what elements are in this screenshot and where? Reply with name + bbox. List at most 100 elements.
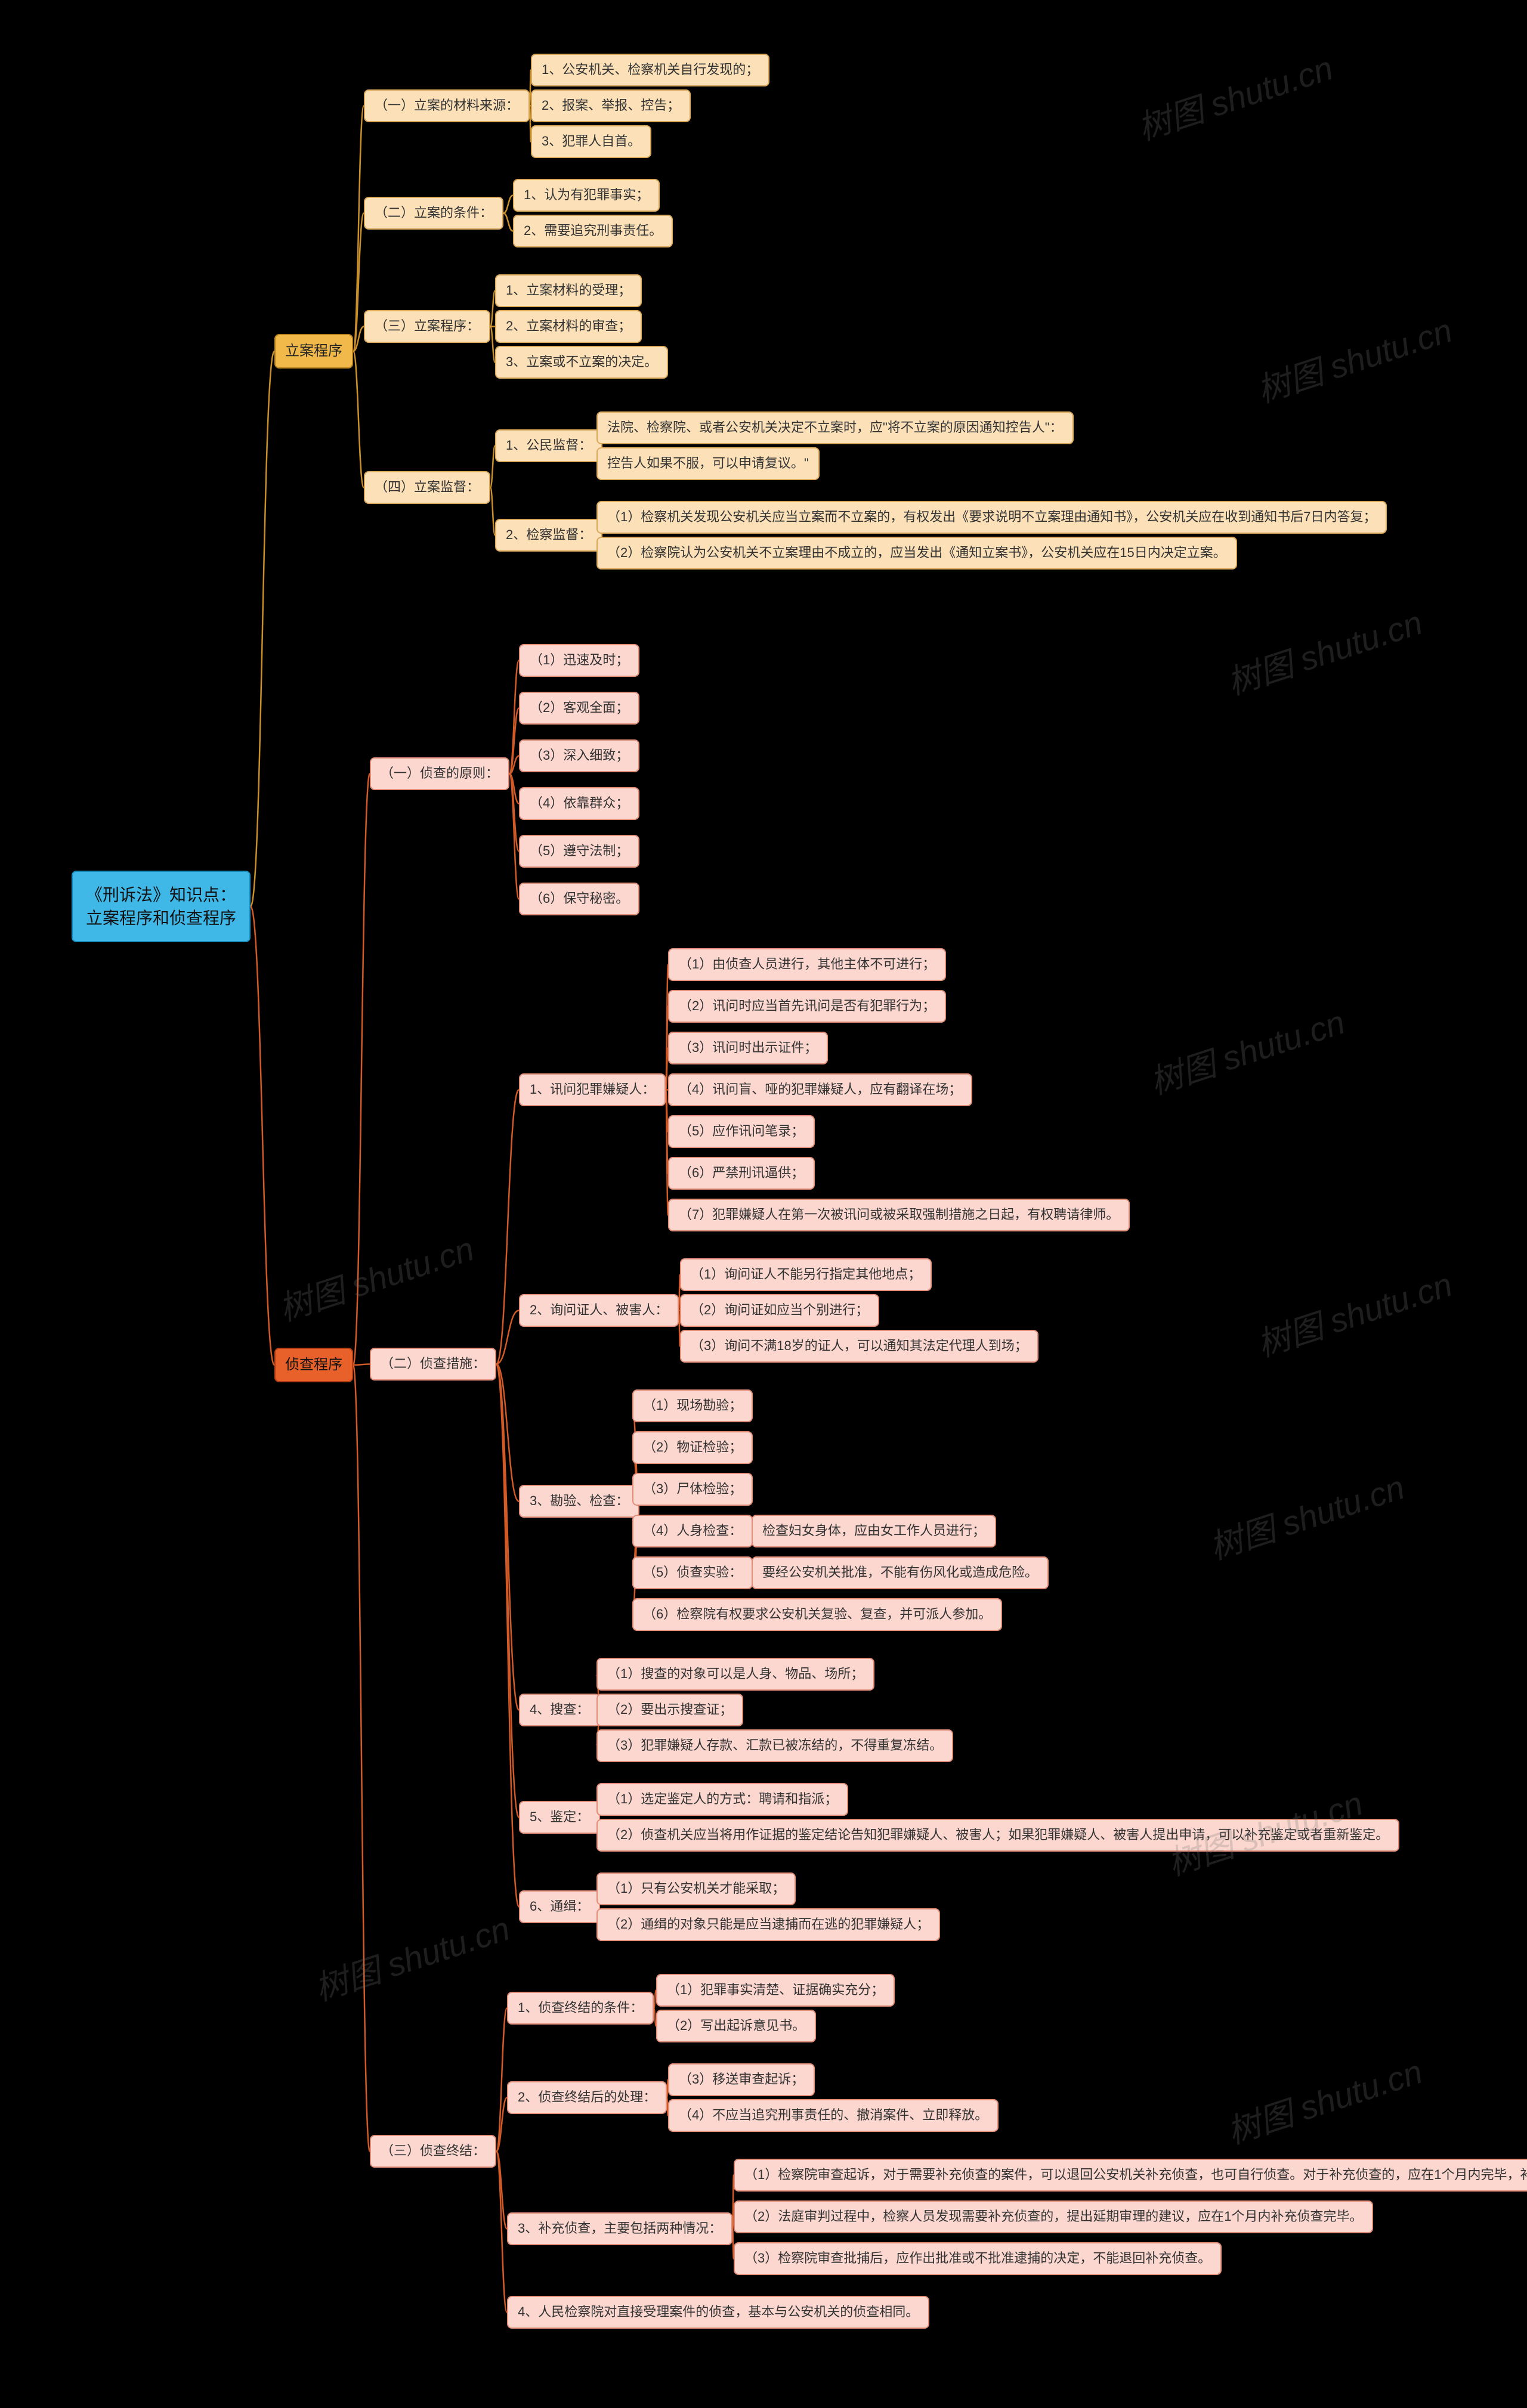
node-label: 2、询问证人、被害人： [530, 1301, 668, 1320]
node-n2b3f: （6）检察院有权要求公安机关复验、复查，并可派人参加。 [632, 1598, 1002, 1631]
node-label: 1、公民监督： [506, 437, 592, 455]
node-label: 1、讯问犯罪嫌疑人： [530, 1081, 655, 1099]
edge [251, 906, 274, 1365]
edge [353, 106, 364, 352]
node-n2b3d: （4）人身检查： [632, 1515, 753, 1547]
edge [353, 213, 364, 352]
node-n1d2a: （1）检察机关发现公安机关应当立案而不立案的，有权发出《要求说明不立案理由通知书… [596, 501, 1387, 534]
edge [509, 708, 519, 774]
node-label: （四）立案监督： [375, 478, 480, 497]
node-label: （1）只有公安机关才能采取； [607, 1880, 785, 1898]
node-n1c2: 2、立案材料的审查； [495, 310, 642, 343]
watermark: 树图 shutu.cn [1220, 2045, 1428, 2154]
node-label: （1）由侦查人员进行，其他主体不可进行； [679, 955, 935, 974]
node-label: （2）检察院认为公安机关不立案理由不成立的，应当发出《通知立案书》，公安机关应在… [607, 544, 1226, 562]
node-label: （4）人身检查： [643, 1522, 742, 1540]
edge [509, 774, 519, 804]
node-label: 4、搜查： [530, 1701, 589, 1719]
node-label: 3、补充侦查，主要包括两种情况： [518, 2220, 722, 2238]
node-n2b2a: （1）询问证人不能另行指定其他地点； [680, 1258, 932, 1291]
node-n1c1: 1、立案材料的受理； [495, 274, 642, 307]
node-n2b2b: （2）询问证如应当个别进行； [680, 1294, 879, 1327]
node-n1a1: 1、公安机关、检察机关自行发现的； [531, 54, 769, 86]
edge [353, 774, 370, 1366]
node-n2b2c: （3）询问不满18岁的证人，可以通知其法定代理人到场； [680, 1330, 1038, 1363]
node-n2a4: （4）依靠群众； [519, 787, 639, 820]
node-label: （3）深入细致； [530, 747, 629, 765]
node-n1d2: 2、检察监督： [495, 519, 602, 552]
edge [490, 446, 495, 488]
node-n2c4: 4、人民检察院对直接受理案件的侦查，基本与公安机关的侦查相同。 [507, 2296, 929, 2329]
node-n2b1e: （5）应作讯问笔录； [668, 1115, 815, 1148]
node-label: 3、犯罪人自首。 [542, 132, 641, 151]
edge [496, 2008, 507, 2152]
node-label: （3）询问不满18岁的证人，可以通知其法定代理人到场； [691, 1337, 1028, 1355]
edge [496, 1090, 519, 1364]
edge [353, 1364, 370, 1366]
node-label: （1）检察院审查起诉，对于需要补充侦查的案件，可以退回公安机关补充侦查，也可自行… [744, 2166, 1527, 2184]
node-n2a6: （6）保守秘密。 [519, 883, 639, 915]
edge [496, 2098, 507, 2152]
node-n2b3e1: 要经公安机关批准，不能有伤风化或造成危险。 [752, 1556, 1049, 1589]
mindmap-canvas: 《刑诉法》知识点：立案程序和侦查程序立案程序（一）立案的材料来源：1、公安机关、… [0, 0, 1527, 2408]
edge [496, 2152, 507, 2229]
node-label: （2）要出示搜查证； [607, 1701, 732, 1719]
node-label: （2）物证检验； [643, 1438, 742, 1457]
node-label: （4）依靠群众； [530, 794, 629, 813]
node-n1c: （三）立案程序： [364, 310, 490, 343]
node-n1b: （二）立案的条件： [364, 197, 503, 230]
edge [666, 1090, 668, 1215]
node-n2a5: （5）遵守法制； [519, 835, 639, 868]
node-n2b4b: （2）要出示搜查证； [596, 1694, 743, 1726]
node-n2b3d1: 检查妇女身体，应由女工作人员进行； [752, 1515, 996, 1547]
node-n1b1: 1、认为有犯罪事实； [513, 179, 660, 212]
node-label: （1）现场勘验； [643, 1397, 742, 1415]
edge [496, 1364, 519, 1818]
node-label: （2）法庭审判过程中，检察人员发现需要补充侦查的，提出延期审理的建议，应在1个月… [744, 2208, 1362, 2226]
node-label: （1）犯罪事实清楚、证据确实充分； [667, 1981, 884, 2000]
node-label: 4、人民检察院对直接受理案件的侦查，基本与公安机关的侦查相同。 [518, 2303, 919, 2322]
node-label: 检查妇女身体，应由女工作人员进行； [762, 1522, 985, 1540]
node-label: （2）写出起诉意见书。 [667, 2017, 805, 2035]
node-label: 要经公安机关批准，不能有伤风化或造成危险。 [762, 1564, 1038, 1582]
node-label: 3、勘验、检查： [530, 1492, 629, 1511]
node-label: 1、侦查终结的条件： [518, 1999, 643, 2017]
node-n2b5a: （1）选定鉴定人的方式：聘请和指派； [596, 1783, 848, 1816]
node-label: 2、立案材料的审查； [506, 317, 631, 336]
node-n2a2: （2）客观全面； [519, 692, 639, 725]
node-n2a1: （1）迅速及时； [519, 644, 639, 677]
node-n2b4a: （1）搜查的对象可以是人身、物品、场所； [596, 1658, 874, 1691]
watermark: 树图 shutu.cn [1220, 596, 1428, 705]
node-n2b1b: （2）讯问时应当首先讯问是否有犯罪行为； [668, 990, 946, 1023]
node-label: （2）通缉的对象只能是应当逮捕而在逃的犯罪嫌疑人； [607, 1915, 929, 1934]
node-n2c3c: （3）检察院审查批捕后，应作出批准或不批准逮捕的决定，不能退回补充侦查。 [734, 2242, 1222, 2275]
edge [353, 1365, 370, 2152]
node-n2b1f: （6）严禁刑讯逼供； [668, 1157, 815, 1190]
edge [509, 774, 519, 899]
node-label: （4）讯问盲、哑的犯罪嫌疑人，应有翻译在场； [679, 1081, 962, 1099]
node-label: 2、检察监督： [506, 526, 592, 544]
node-n2c3b: （2）法庭审判过程中，检察人员发现需要补充侦查的，提出延期审理的建议，应在1个月… [734, 2200, 1373, 2233]
watermark: 树图 shutu.cn [1250, 1258, 1458, 1367]
edge [490, 488, 495, 536]
node-label: （1）搜查的对象可以是人身、物品、场所； [607, 1665, 864, 1683]
node-label: 立案程序 [285, 341, 342, 361]
node-label: （7）犯罪嫌疑人在第一次被讯问或被采取强制措施之日起，有权聘请律师。 [679, 1206, 1119, 1224]
edge [666, 965, 668, 1090]
node-label: （一）侦查的原则： [381, 765, 499, 783]
node-n2b6b: （2）通缉的对象只能是应当逮捕而在逃的犯罪嫌疑人； [596, 1908, 940, 1941]
node-label: （1）迅速及时； [530, 651, 629, 670]
edge [490, 327, 495, 363]
node-label: （三）侦查终结： [381, 2142, 486, 2161]
node-label: 《刑诉法》知识点：立案程序和侦查程序 [82, 883, 240, 930]
node-n2c3: 3、补充侦查，主要包括两种情况： [507, 2212, 732, 2245]
node-n1: 立案程序 [274, 334, 353, 369]
node-label: 侦查程序 [285, 1355, 342, 1375]
node-n2b3c: （3）尸体检验； [632, 1473, 753, 1506]
node-n2b3a: （1）现场勘验； [632, 1389, 753, 1422]
node-label: 1、立案材料的受理； [506, 281, 631, 300]
node-n2c2b: （4）不应当追究刑事责任的、撤消案件、立即释放。 [668, 2099, 999, 2132]
edge [503, 196, 513, 213]
node-label: （三）立案程序： [375, 317, 480, 336]
node-n2b1d: （4）讯问盲、哑的犯罪嫌疑人，应有翻译在场； [668, 1073, 972, 1106]
